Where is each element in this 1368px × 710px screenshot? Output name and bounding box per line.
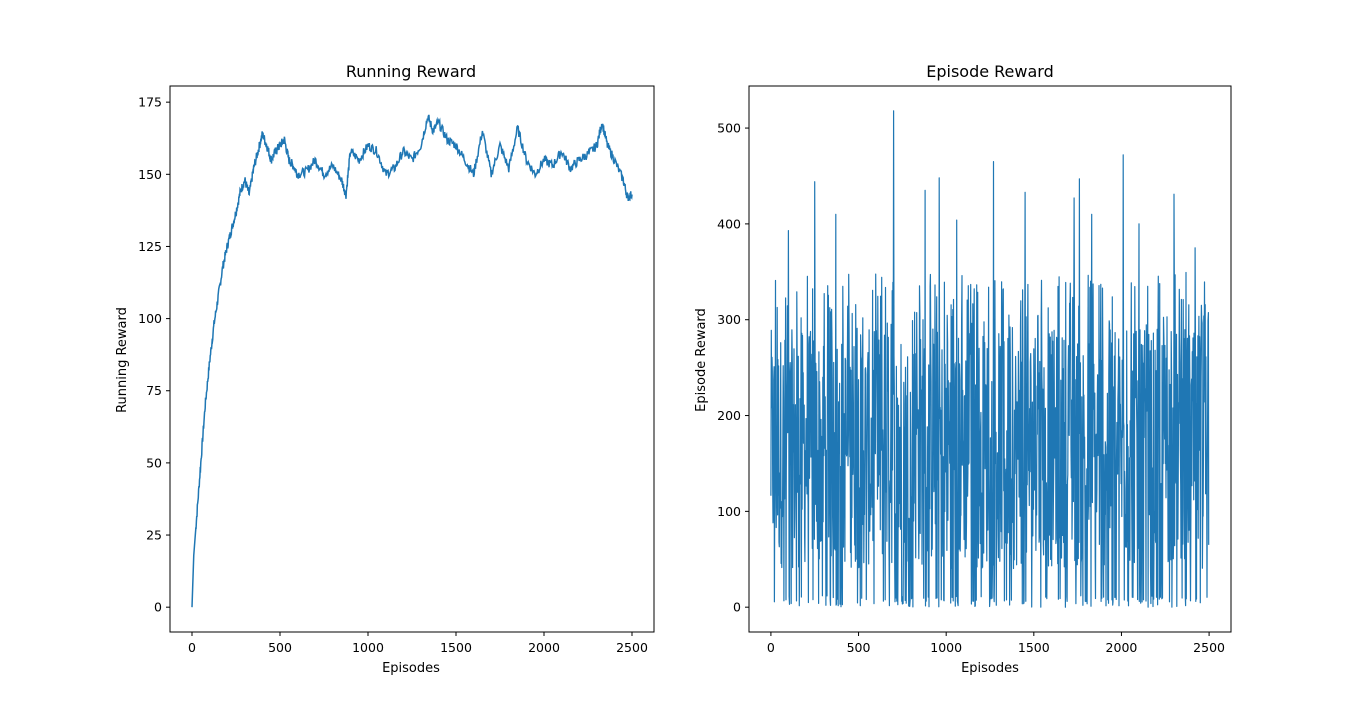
- y-tick-label: 25: [146, 528, 162, 543]
- y-axis-label: Running Reward: [115, 307, 130, 413]
- y-axis-ticks: 0 100 200 300 400 500: [717, 121, 749, 615]
- chart-episode-reward: Episode Reward Episodes Episode Reward 0…: [694, 62, 1232, 676]
- x-tick-label: 1000: [930, 640, 962, 655]
- x-axis-ticks: 0 500 1000 1500 2000 2500: [767, 632, 1225, 655]
- chart-title: Episode Reward: [926, 62, 1054, 81]
- x-tick-label: 1500: [440, 640, 472, 655]
- running-reward-line: [191, 114, 633, 608]
- x-tick-label: 500: [268, 640, 292, 655]
- y-tick-label: 500: [717, 121, 741, 136]
- x-tick-label: 1500: [1018, 640, 1050, 655]
- x-tick-label: 0: [188, 640, 196, 655]
- y-tick-label: 100: [717, 504, 741, 519]
- chart-running-reward: Running Reward Episodes Running Reward 0…: [115, 62, 655, 676]
- y-tick-label: 150: [138, 167, 162, 182]
- y-tick-label: 75: [146, 383, 162, 398]
- x-tick-label: 0: [767, 640, 775, 655]
- x-tick-label: 1000: [352, 640, 384, 655]
- x-axis-label: Episodes: [961, 661, 1019, 676]
- plot-frame: [169, 85, 655, 633]
- y-tick-label: 300: [717, 312, 741, 327]
- y-tick-label: 200: [717, 408, 741, 423]
- y-axis-label: Episode Reward: [694, 308, 709, 412]
- x-tick-label: 2000: [528, 640, 560, 655]
- x-axis-ticks: 0 500 1000 1500 2000 2500: [188, 632, 648, 655]
- y-tick-label: 400: [717, 216, 741, 231]
- x-tick-label: 2500: [1193, 640, 1225, 655]
- y-tick-label: 0: [154, 600, 162, 615]
- y-tick-label: 50: [146, 455, 162, 470]
- y-tick-label: 125: [138, 239, 162, 254]
- x-axis-label: Episodes: [382, 661, 440, 676]
- y-tick-label: 175: [138, 95, 162, 110]
- y-axis-ticks: 0 25 50 75 100 125 150 175: [138, 95, 170, 615]
- x-tick-label: 500: [847, 640, 871, 655]
- episode-reward-line: [770, 110, 1210, 608]
- chart-title: Running Reward: [346, 62, 476, 81]
- x-tick-label: 2000: [1106, 640, 1138, 655]
- y-tick-label: 100: [138, 311, 162, 326]
- y-tick-label: 0: [733, 600, 741, 615]
- x-tick-label: 2500: [616, 640, 648, 655]
- plot-frame: [748, 85, 1232, 633]
